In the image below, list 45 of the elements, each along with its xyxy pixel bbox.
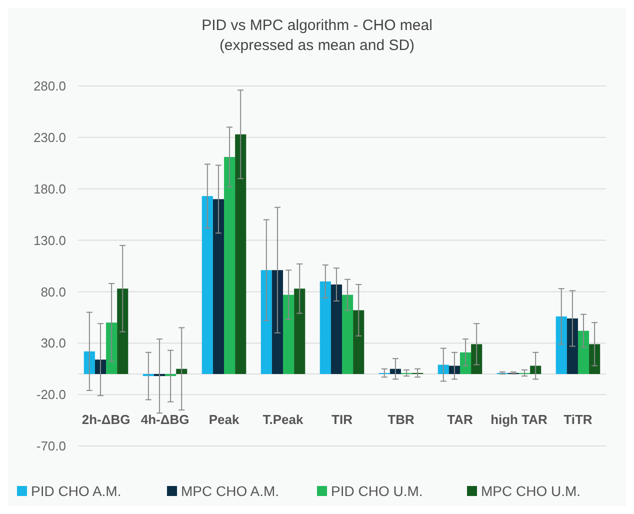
x-tick-label: TAR [447, 412, 474, 427]
bar [320, 281, 331, 374]
y-tick-label: 80.0 [40, 284, 66, 300]
x-tick-label: TIR [332, 412, 354, 427]
bar [578, 330, 590, 374]
y-tick-label: 280.0 [33, 78, 66, 94]
bar [342, 294, 354, 374]
bar [212, 199, 224, 374]
bar [235, 134, 246, 374]
legend-label: PID CHO U.M. [331, 483, 423, 499]
bar [330, 284, 342, 374]
bar [566, 318, 578, 374]
bar [438, 364, 449, 374]
bar [460, 352, 472, 374]
x-tick-label: 4h-ΔBG [140, 412, 190, 427]
bar [84, 351, 95, 374]
x-tick-label: TBR [388, 412, 415, 427]
bar [106, 322, 118, 374]
chart-subtitle: (expressed as mean and SD) [219, 37, 415, 54]
x-tick-label: T.Peak [262, 412, 304, 427]
bar [556, 316, 567, 374]
x-tick-label: Peak [208, 412, 240, 427]
bar [283, 294, 294, 374]
y-tick-label: 130.0 [33, 232, 66, 248]
legend-label: MPC CHO U.M. [481, 483, 581, 499]
legend-label: MPC CHO A.M. [181, 483, 280, 499]
bar [353, 310, 364, 374]
y-tick-label: -20.0 [36, 387, 66, 402]
bar [272, 270, 284, 374]
bar [294, 288, 306, 374]
legend-label: PID CHO A.M. [31, 483, 122, 499]
bar [202, 196, 213, 374]
bar [589, 344, 600, 374]
y-tick-label: -70.0 [36, 438, 66, 454]
x-tick-label: TiTR [564, 412, 593, 427]
x-tick-label: high TAR [490, 412, 548, 427]
bar [260, 270, 272, 374]
y-tick-label: 180.0 [33, 181, 66, 196]
y-tick-label: 230.0 [33, 130, 66, 145]
bar [471, 344, 482, 374]
chart-title: PID vs MPC algorithm - CHO meal [202, 17, 432, 34]
bar [117, 288, 128, 374]
y-tick-label: 30.0 [40, 336, 66, 351]
x-tick-label: 2h-ΔBG [82, 412, 130, 427]
bar [224, 156, 236, 374]
